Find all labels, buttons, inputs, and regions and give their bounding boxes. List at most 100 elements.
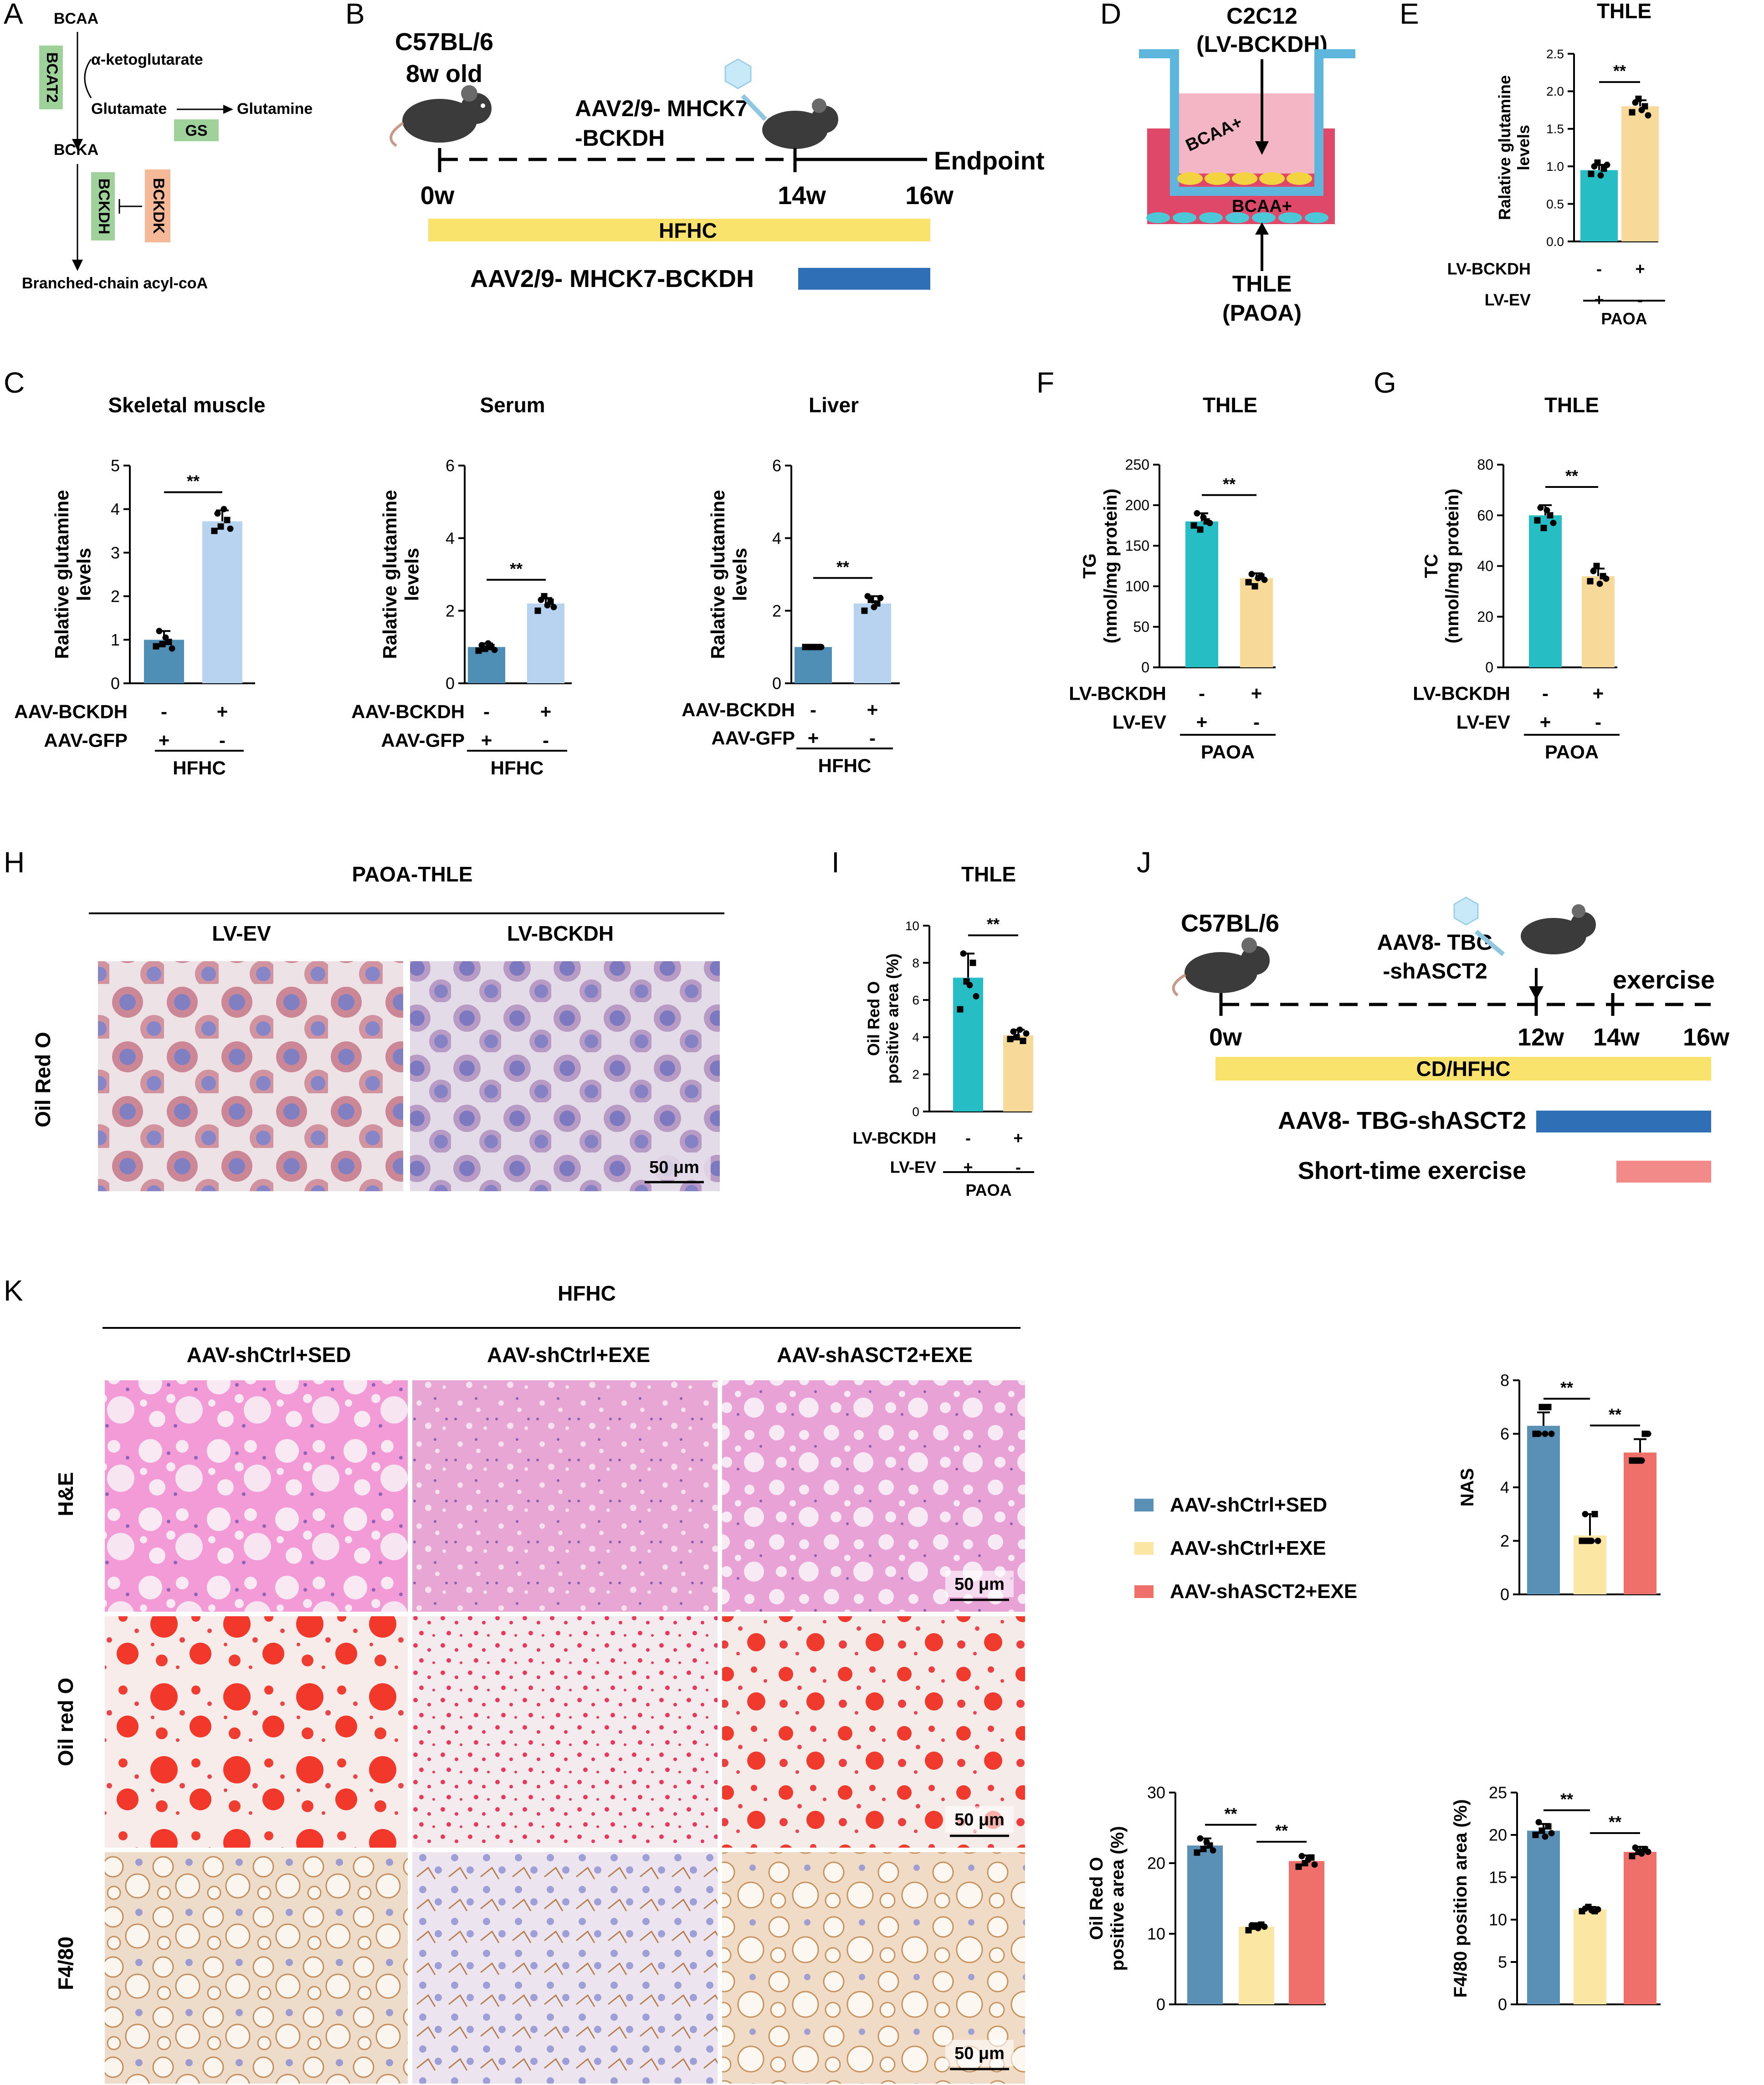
condition-label: LV-EV: [890, 1158, 936, 1177]
arrow-up-head: [1255, 222, 1269, 235]
y-tick-label: 4: [446, 529, 455, 548]
pathway-diagram: BCAA BCAT2 α-ketoglutarate Glutamate Glu…: [22, 10, 313, 292]
glutamate-label: Glutamate: [91, 100, 167, 118]
timeline-j: C57BL/6 AAV8- TBG -shASCT2 exercise 0w 1…: [1172, 896, 1730, 1184]
y-tick-label: 8: [912, 956, 919, 970]
j-exercise-bar: [1616, 1161, 1711, 1183]
k-scale-bg-1: [945, 1571, 1014, 1597]
data-point: [211, 528, 218, 534]
bar-lv-bckdh: [1240, 578, 1273, 667]
j-aav-label: AAV8- TBG-shASCT2: [1278, 1107, 1526, 1134]
h-scale-bg: [639, 1153, 711, 1180]
gs-arrow-head: [223, 105, 233, 114]
y-tick-label: 200: [1125, 497, 1149, 513]
bar-aav-shctrl-sed: [1527, 1425, 1560, 1594]
aav-bar: [798, 268, 930, 290]
data-point: [1588, 170, 1595, 177]
j-virus-label-1: AAV8- TBG: [1377, 931, 1493, 955]
y-tick-label: 0: [772, 674, 781, 693]
y-tick-label: 30: [1147, 1783, 1165, 1802]
condition-label: LV-EV: [1113, 712, 1166, 733]
data-point: [1538, 1404, 1545, 1410]
y-tick-label: 50: [1133, 619, 1149, 635]
data-point: [1538, 1827, 1545, 1834]
bar-aav-shctrl-exe: [1574, 1535, 1606, 1594]
data-point: [1603, 575, 1610, 582]
k-row-oilred: Oil red O: [54, 1678, 77, 1766]
chart-title: THLE: [961, 862, 1016, 886]
data-point: [1206, 1842, 1213, 1849]
data-point: [1197, 526, 1204, 533]
chart-e: THLE 0.0 0.5 1.0 1.5 2.0 2.5 Ralative glutamine…: [1447, 0, 1665, 328]
y-tick-label: 1: [111, 630, 120, 649]
condition-label: AAV-GFP: [381, 730, 465, 751]
j-diet-bar: [1215, 1057, 1711, 1081]
endpoint-label: Endpoint: [934, 146, 1045, 175]
y-tick-label: 20: [1477, 609, 1493, 625]
bckdh-box: [91, 172, 115, 241]
bar-lv-ev: [1529, 515, 1562, 667]
chart-k3: 0 5 10 15 20 25 F4/80 position area (%) ** **: [1451, 1783, 1661, 2014]
k-image-f480-sed: [105, 1852, 408, 2084]
y-axis-label-2: (nmol/mg protein): [1442, 489, 1462, 644]
panel-label-b: B: [345, 0, 365, 30]
condition-sign: +: [1635, 260, 1645, 278]
k-scale-label-3: 50 μm: [954, 2044, 1005, 2063]
y-axis-label: NAS: [1457, 1468, 1477, 1506]
data-point: [1298, 1853, 1305, 1860]
condition-label: AAV-BCKDH: [14, 701, 128, 722]
j-mouse-icon: [1172, 937, 1270, 997]
significance-label: **: [1565, 466, 1578, 485]
panel-label-h: H: [4, 846, 25, 879]
bar-aav-gfp: [795, 647, 832, 683]
data-point: [1542, 1833, 1549, 1840]
y-tick-label: 0: [1156, 1995, 1165, 2014]
condition-label: LV-BCKDH: [1447, 260, 1531, 278]
data-point: [1200, 1846, 1207, 1852]
group-label: PAOA: [1545, 741, 1599, 763]
data-point: [550, 604, 557, 610]
j-diet-label: CD/HFHC: [1416, 1057, 1511, 1081]
data-point: [1595, 1537, 1601, 1544]
data-point: [1210, 1847, 1216, 1854]
legend-label-exe: AAV-shCtrl+EXE: [1170, 1537, 1326, 1559]
significance-label: **: [1609, 1405, 1621, 1424]
bcaa-lower-label: BCAA+: [1232, 197, 1292, 216]
significance-label: **: [1223, 475, 1236, 493]
group-label: PAOA: [1201, 741, 1255, 763]
thle-label: THLE: [1232, 271, 1292, 297]
insert-wall: [1139, 49, 1355, 196]
y-tick-label: 25: [1489, 1783, 1507, 1802]
condition-label: AAV-BCKDH: [351, 701, 465, 722]
data-point: [1629, 1853, 1636, 1860]
h-col-bckdh: LV-BCKDH: [507, 922, 614, 945]
condition-sign: -: [869, 727, 876, 749]
data-point: [874, 600, 881, 607]
data-point: [1635, 95, 1642, 102]
data-point: [861, 607, 868, 614]
y-tick-label: 6: [1500, 1424, 1509, 1443]
data-point: [966, 982, 973, 989]
data-point: [547, 598, 554, 605]
akg-label: α-ketoglutarate: [91, 51, 203, 68]
y-tick-label: 10: [905, 919, 919, 933]
chart-c3: Liver 0 2 4 6 Ralative glutamine levels ** AAV-B…: [682, 393, 900, 776]
condition-sign: -: [1596, 260, 1602, 278]
condition-label: AAV-GFP: [44, 730, 128, 751]
condition-sign: +: [867, 699, 878, 721]
data-point: [1010, 1028, 1017, 1035]
data-point: [1645, 1849, 1651, 1855]
condition-label: LV-BCKDH: [1069, 683, 1166, 704]
data-point: [482, 645, 488, 652]
data-point: [1595, 1906, 1601, 1913]
condition-sign: +: [808, 727, 819, 749]
data-point: [973, 993, 979, 1000]
y-tick-label: 20: [1489, 1826, 1507, 1844]
data-point: [156, 628, 163, 635]
bar-aav-bckdh: [854, 603, 891, 683]
data-point: [534, 607, 541, 614]
bar-aav-shasct2-exe: [1624, 1452, 1656, 1594]
charts-layer: THLE 0.0 0.5 1.0 1.5 2.0 2.5 Ralative glutamine…: [14, 0, 1665, 2014]
y-axis-label: TC: [1421, 554, 1441, 578]
timeline-b: C57BL/6 8w old AAV2/9- MHCK7 -BCKDH Endp…: [390, 28, 1045, 292]
